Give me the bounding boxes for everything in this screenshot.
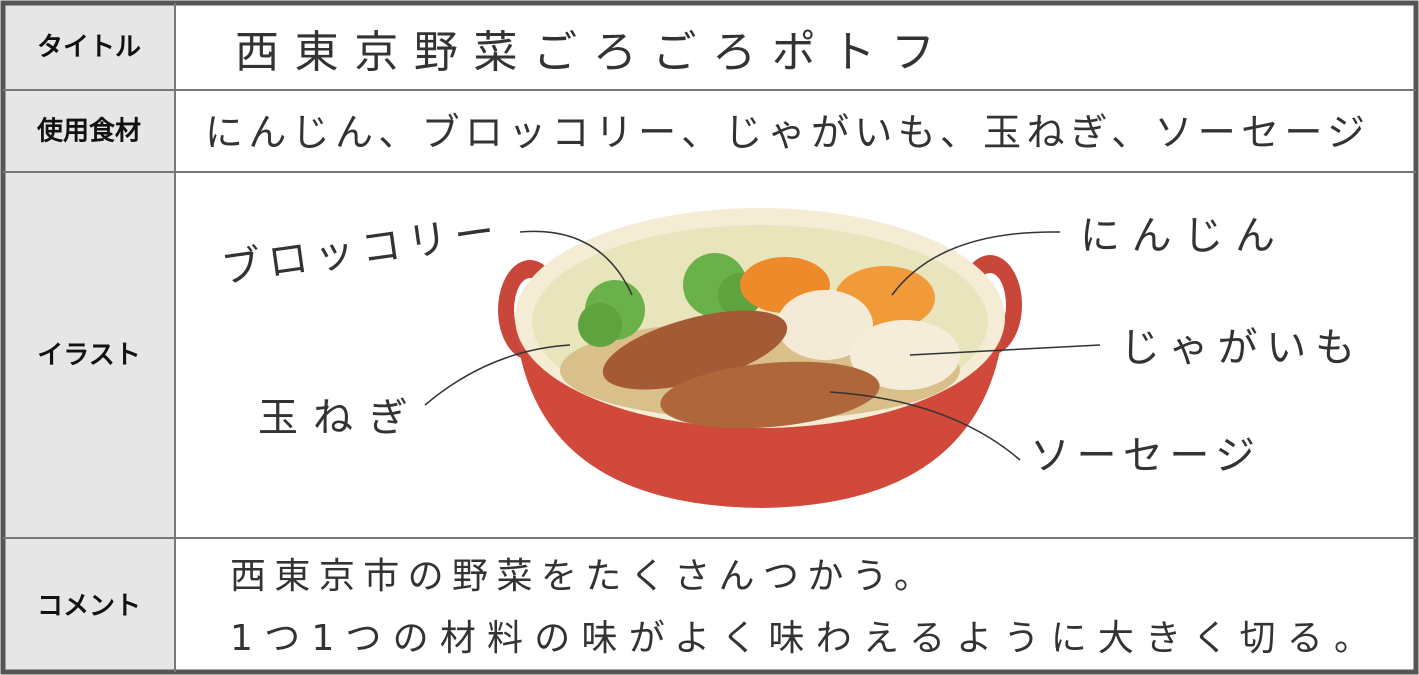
callout: じゃがいも xyxy=(1120,325,1355,371)
row-label: イラスト xyxy=(37,341,140,371)
title-text: 西東京野菜ごろごろポトフ xyxy=(235,27,935,78)
pot-illustration xyxy=(498,208,1022,508)
row-label: タイトル xyxy=(37,33,141,63)
row-label: コメント xyxy=(37,592,141,622)
callout: ソーセージ xyxy=(1030,433,1255,479)
label-column xyxy=(3,3,175,672)
comment-line: 西東京市の野菜をたくさんつかう。 xyxy=(230,556,930,597)
callout: 玉ねぎ xyxy=(258,395,408,441)
comment-line: 1つ1つの材料の味がよく味わえるように大きく切る。 xyxy=(230,618,1370,659)
leader-line xyxy=(891,231,1061,296)
ingredients-text: にんじん、ブロッコリー、じゃがいも、玉ねぎ、ソーセージ xyxy=(205,111,1365,155)
callout: ブロッコリー xyxy=(219,209,498,293)
leader-line xyxy=(829,391,1021,461)
callout: にんじん xyxy=(1080,213,1275,259)
row-label: 使用食材 xyxy=(36,116,141,147)
leader-line xyxy=(424,344,571,406)
leader-line xyxy=(909,344,1101,356)
leader-line xyxy=(519,230,633,296)
